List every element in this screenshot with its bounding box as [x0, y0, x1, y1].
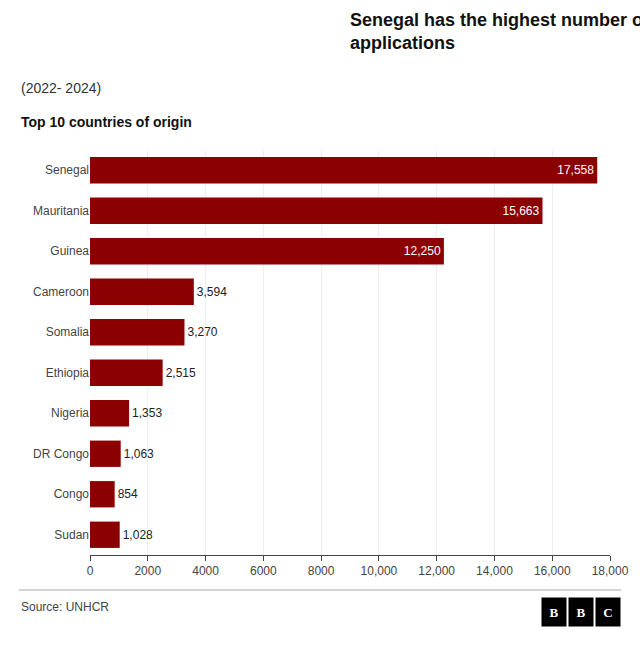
svg-text:Congo: Congo: [54, 487, 90, 501]
svg-text:C: C: [603, 605, 612, 620]
svg-text:3,594: 3,594: [197, 285, 227, 299]
svg-text:15,663: 15,663: [502, 204, 539, 218]
svg-text:10,000: 10,000: [361, 564, 398, 578]
svg-text:14,000: 14,000: [476, 564, 513, 578]
svg-text:Senegal: Senegal: [45, 163, 89, 177]
svg-text:Sudan: Sudan: [54, 528, 89, 542]
svg-text:Guinea: Guinea: [50, 244, 89, 258]
svg-text:0: 0: [87, 564, 94, 578]
svg-text:1,353: 1,353: [132, 406, 162, 420]
svg-text:Somalia: Somalia: [46, 325, 90, 339]
svg-text:Mauritania: Mauritania: [33, 204, 89, 218]
svg-text:854: 854: [118, 487, 138, 501]
svg-text:8000: 8000: [308, 564, 335, 578]
svg-text:4000: 4000: [192, 564, 219, 578]
svg-text:B: B: [577, 605, 586, 620]
svg-text:Nigeria: Nigeria: [51, 406, 89, 420]
svg-text:DR Congo: DR Congo: [33, 447, 89, 461]
svg-text:Cameroon: Cameroon: [33, 285, 89, 299]
svg-text:Ethiopia: Ethiopia: [46, 366, 90, 380]
svg-text:12,000: 12,000: [418, 564, 455, 578]
svg-text:12,250: 12,250: [404, 244, 441, 258]
svg-text:3,270: 3,270: [187, 325, 217, 339]
svg-text:Source: UNHCR: Source: UNHCR: [21, 600, 109, 614]
svg-text:(2022- 2024): (2022- 2024): [21, 80, 101, 96]
svg-text:1,063: 1,063: [124, 447, 154, 461]
svg-text:B: B: [550, 605, 559, 620]
svg-text:Senegal has the highest number: Senegal has the highest number of US asy…: [350, 10, 640, 53]
svg-text:2000: 2000: [134, 564, 161, 578]
svg-text:Top 10 countries of origin: Top 10 countries of origin: [21, 114, 192, 130]
svg-text:18,000: 18,000: [592, 564, 629, 578]
svg-text:1,028: 1,028: [123, 528, 153, 542]
svg-text:2,515: 2,515: [166, 366, 196, 380]
svg-text:6000: 6000: [250, 564, 277, 578]
svg-text:17,558: 17,558: [557, 163, 594, 177]
svg-text:16,000: 16,000: [534, 564, 571, 578]
